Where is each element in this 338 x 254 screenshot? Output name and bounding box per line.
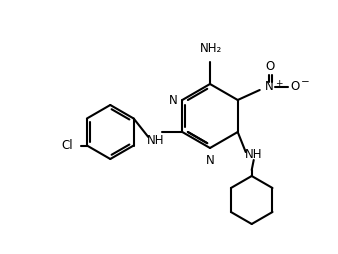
Text: −: − xyxy=(301,77,310,87)
Text: O: O xyxy=(265,60,274,73)
Text: NH₂: NH₂ xyxy=(200,42,222,55)
Text: N: N xyxy=(265,81,274,93)
Text: Cl: Cl xyxy=(61,139,73,152)
Text: NH: NH xyxy=(147,134,164,147)
Text: +: + xyxy=(275,78,282,87)
Text: O: O xyxy=(290,81,299,93)
Text: N: N xyxy=(206,154,214,167)
Text: NH: NH xyxy=(245,149,263,162)
Text: N: N xyxy=(169,93,177,106)
